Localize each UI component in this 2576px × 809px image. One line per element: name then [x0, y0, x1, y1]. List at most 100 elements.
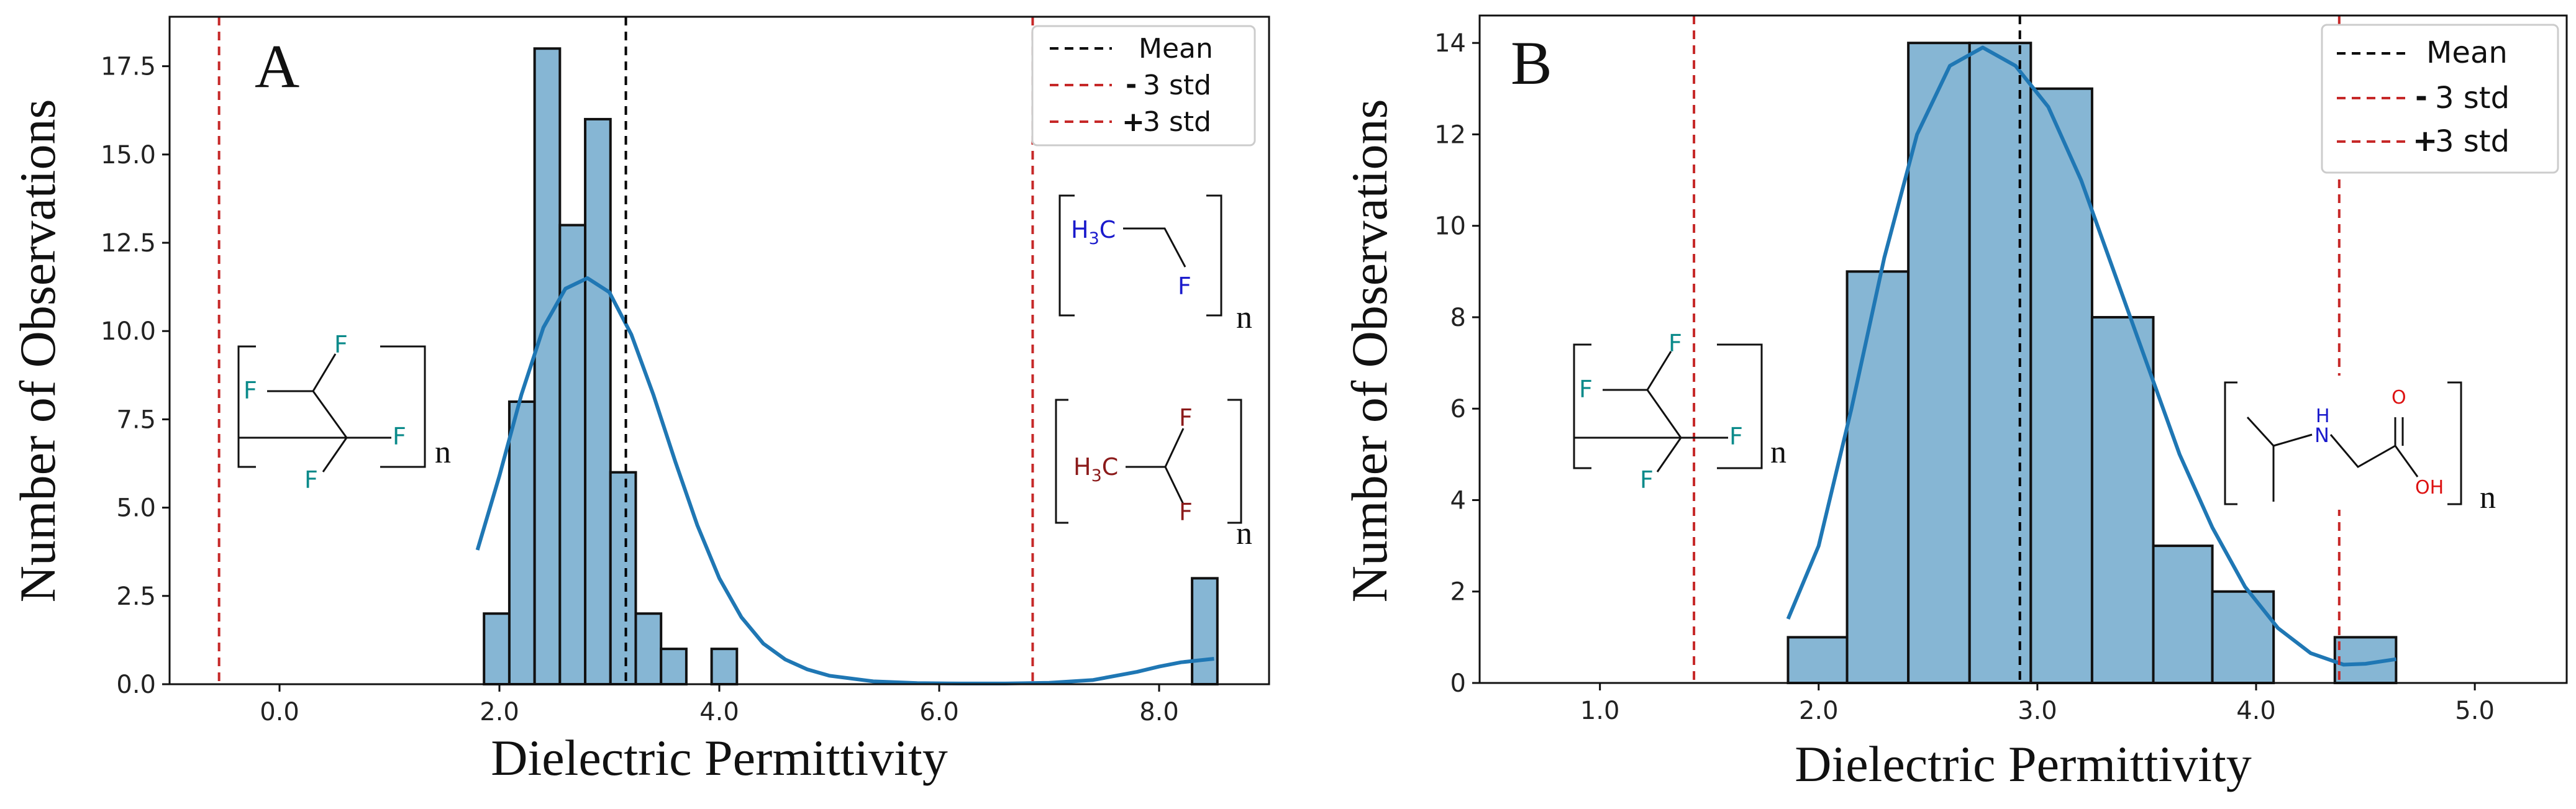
x-tick-label: 8.0 — [1139, 698, 1179, 726]
panel-a-legend-box — [1031, 25, 1256, 147]
histogram-bar — [1191, 577, 1219, 685]
bracket-right — [1206, 194, 1222, 317]
fluorine-atom: F — [334, 331, 348, 358]
repeat-subscript-n: n — [1236, 300, 1252, 335]
bracket-left — [237, 345, 256, 468]
histogram-bar — [634, 612, 663, 686]
histogram-bar — [1846, 270, 1910, 684]
histogram-bar — [609, 471, 637, 685]
panel-a-legend-minus-label: 3 std — [1143, 70, 1211, 101]
carbonyl-oxygen: O — [2392, 387, 2406, 409]
fluorine-atom: F — [1729, 423, 1743, 450]
bracket-right — [380, 345, 426, 468]
y-tick-label: 7.5 — [116, 405, 156, 434]
panel-a-legend-plus-sign: + — [1122, 106, 1145, 138]
fluorine-atom: F — [1640, 466, 1654, 494]
nh-nitrogen: N — [2314, 423, 2329, 447]
panel-b-histogram-bars — [1786, 42, 2398, 685]
x-tick-label: 4.0 — [699, 698, 739, 726]
y-tick-label: 12 — [1434, 120, 1466, 149]
x-tick-label: 1.0 — [1580, 697, 1620, 725]
y-tick-label: 0 — [1450, 669, 1466, 698]
panel-b-x-ticks: 1.0 2.0 3.0 4.0 5.0 — [1580, 683, 2495, 725]
repeat-subscript-n: n — [1236, 516, 1252, 551]
histogram-bar — [710, 648, 739, 686]
panel-a: 0.0 2.0 4.0 6.0 8.0 0.0 2.5 5.0 7.5 10.0 12.5 15.0… — [9, 16, 1270, 786]
bracket-right — [1717, 343, 1763, 469]
x-tick-label: 4.0 — [2236, 697, 2276, 725]
chain-bonds — [1574, 351, 1728, 472]
panel-b-legend-plus-label: 3 std — [2435, 124, 2510, 159]
bonds — [1123, 227, 1186, 268]
histogram-bar — [2152, 545, 2214, 685]
panel-a-structure-tetrafluoro: F F F F n — [237, 331, 451, 494]
fluorine-atom: F — [304, 466, 318, 494]
histogram-bar — [1786, 636, 1849, 685]
bracket-right — [2447, 381, 2462, 505]
panel-b-legend-minus-label: 3 std — [2435, 81, 2510, 115]
panel-b-x-axis-label: Dielectric Permittivity — [1795, 736, 2252, 792]
nh-hydrogen: H — [2316, 405, 2330, 427]
bracket-left — [1058, 194, 1075, 317]
histogram-bar — [507, 400, 536, 686]
repeat-subscript-n: n — [435, 435, 451, 470]
fluorine-atom: F — [1579, 376, 1593, 403]
panel-b-legend: Mean - 3 std + 3 std — [2321, 24, 2559, 174]
fluorine-atom: F — [1178, 273, 1191, 300]
panel-b-legend-mean-label: Mean — [2426, 35, 2508, 70]
panel-b-y-ticks: 0 2 4 6 8 10 12 14 — [1434, 29, 1480, 698]
y-tick-label: 17.5 — [101, 53, 156, 81]
panel-b-kde-curve — [1786, 45, 2396, 667]
histogram-bar — [483, 612, 511, 686]
panel-b: 1.0 2.0 3.0 4.0 5.0 0 2 4 6 8 10 12 14 B Dielectric… — [1341, 14, 2568, 792]
panel-a-kde-curve — [475, 276, 1214, 685]
histogram-bar — [2211, 590, 2275, 685]
panel-a-structure-difluoroethyl: H3C F F n — [1055, 399, 1252, 551]
histogram-bar — [2090, 315, 2155, 684]
y-tick-label: 10 — [1434, 212, 1466, 241]
panel-a-legend-plus-label: 3 std — [1143, 106, 1211, 138]
structure-backdrop — [2228, 376, 2465, 510]
panel-a-y-ticks: 0.0 2.5 5.0 7.5 10.0 12.5 15.0 17.5 — [101, 53, 170, 699]
panel-a-y-axis-label: Number of Observations — [9, 99, 66, 603]
histogram-bar — [660, 648, 688, 686]
panel-a-legend-mean-label: Mean — [1139, 33, 1213, 65]
histogram-bar — [2029, 87, 2093, 684]
repeat-subscript-n: n — [2480, 480, 2496, 515]
y-tick-label: 8 — [1450, 304, 1466, 332]
panel-b-axes-frame — [1478, 14, 2568, 684]
methyl-group: H3C — [1071, 216, 1116, 248]
histogram-bar — [533, 47, 562, 685]
y-tick-label: 4 — [1450, 486, 1466, 515]
bracket-left — [1573, 343, 1591, 469]
y-tick-label: 14 — [1434, 29, 1466, 58]
panel-b-legend-plus-sign: + — [2413, 124, 2437, 158]
x-tick-label: 2.0 — [480, 698, 519, 726]
bonds — [1126, 428, 1185, 505]
y-tick-label: 2.5 — [116, 582, 156, 611]
panel-b-letter: B — [1511, 29, 1552, 97]
histogram-bar — [1968, 42, 2032, 684]
panel-a-letter: A — [255, 32, 299, 101]
x-tick-label: 2.0 — [1799, 697, 1839, 725]
fluorine-atom: F — [1179, 499, 1193, 526]
y-tick-label: 2 — [1450, 578, 1466, 607]
panel-a-structure-fluoroethyl: H3C F n — [1058, 194, 1252, 335]
y-tick-label: 6 — [1450, 395, 1466, 423]
x-tick-label: 0.0 — [260, 698, 299, 726]
panel-a-x-ticks: 0.0 2.0 4.0 6.0 8.0 — [260, 684, 1179, 726]
panel-b-structure-amino-acid: H N O OH n — [2224, 376, 2496, 515]
histogram-bar — [584, 117, 612, 685]
panel-b-legend-box — [2321, 24, 2559, 174]
panel-b-structure-tetrafluoro: F F F F n — [1573, 330, 1786, 494]
bracket-left — [2224, 381, 2237, 505]
bracket-left — [1055, 399, 1068, 524]
panel-b-y-axis-label: Number of Observations — [1341, 99, 1398, 603]
fluorine-atom: F — [1179, 404, 1193, 432]
fluorine-atom: F — [393, 423, 406, 450]
panel-a-x-axis-label: Dielectric Permittivity — [491, 730, 948, 786]
panel-a-histogram-bars — [483, 47, 1219, 686]
hydroxyl-group: OH — [2415, 477, 2444, 499]
backbone-bonds — [2246, 416, 2419, 502]
